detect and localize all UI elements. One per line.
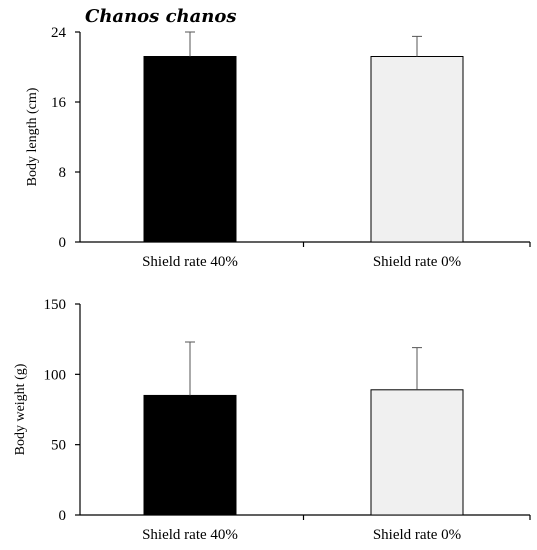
category-label: Shield rate 40% [142,527,238,543]
y-axis-title: Body length (cm) [25,87,40,186]
y-tick-label: 0 [59,235,67,251]
y-tick-label: 100 [44,367,67,383]
figure-title: Chanos chanos [85,6,237,27]
bar [370,389,464,516]
y-tick-label: 16 [51,95,67,111]
category-label: Shield rate 0% [373,254,461,270]
error-bar [185,31,195,57]
error-bar [412,35,422,57]
bar [370,56,464,243]
category-label: Shield rate 40% [142,254,238,270]
y-tick-label: 50 [51,438,66,454]
body-weight-chart: 0 50 100 150 Shield rate 40% Shield rate 0% Bo… [13,297,531,543]
y-axis-title: Body weight (g) [13,363,28,455]
body-length-chart: 0 8 16 24 Shield rate 40% Shield rate 0% Body … [25,25,531,270]
bar [143,394,237,516]
y-tick-label: 150 [44,297,67,313]
y-tick-label: 0 [59,508,67,524]
category-label: Shield rate 0% [373,527,461,543]
error-bar [185,341,195,396]
y-tick-label: 8 [59,165,67,181]
error-bar [412,347,422,390]
bar [143,56,237,243]
y-tick-label: 24 [51,25,67,41]
